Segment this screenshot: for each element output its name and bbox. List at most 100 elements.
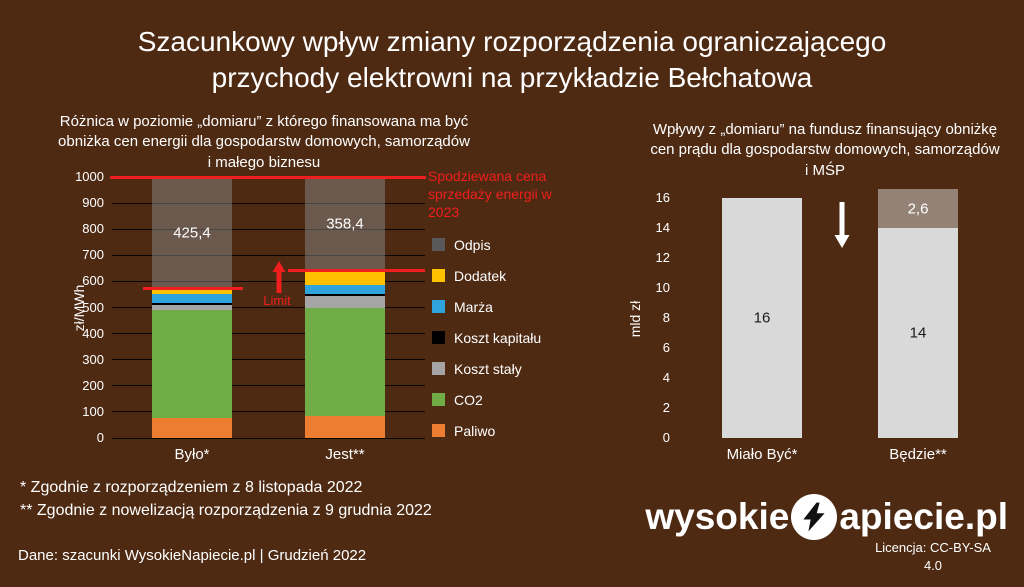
y-axis-tick-label: 16 bbox=[655, 190, 670, 205]
x-axis-category-label: Miało Być* bbox=[726, 446, 798, 463]
legend-swatch bbox=[432, 300, 445, 313]
bar-segment-segment-upper: 2,6 bbox=[878, 189, 958, 228]
y-axis-tick-label: 2 bbox=[662, 400, 670, 415]
bar-value-label: 2,6 bbox=[907, 200, 929, 217]
bar-segment-mar-a bbox=[305, 284, 385, 294]
bar-value-label: 358,4 bbox=[326, 215, 364, 233]
bar-segment-paliwo bbox=[305, 415, 385, 438]
left-chart-legend: Odpis Dodatek Marża Koszt kapitału Koszt sta… bbox=[432, 229, 541, 446]
logo-text-left: wysokie bbox=[645, 496, 790, 537]
legend-swatch bbox=[432, 331, 445, 344]
bar-segment-koszt-kapita-u bbox=[152, 302, 232, 305]
y-axis-tick-label: 900 bbox=[82, 195, 104, 211]
gridline bbox=[112, 202, 425, 204]
bar-segment-koszt-sta-y bbox=[152, 304, 232, 311]
legend-item-dodatek: Dodatek bbox=[432, 260, 541, 291]
bar-segment-odpis: 425,4 bbox=[152, 177, 232, 289]
legend-item-odpis: Odpis bbox=[432, 229, 541, 260]
bar-segment-paliwo bbox=[152, 418, 232, 438]
right-chart-title: Wpływy z „domiaru” na fundusz finansując… bbox=[650, 121, 1000, 179]
x-axis-category-label: Jest** bbox=[325, 446, 365, 463]
limit-line-bylo bbox=[143, 286, 243, 290]
y-axis-tick-label: 100 bbox=[82, 403, 104, 419]
y-axis-tick-label: 14 bbox=[655, 220, 670, 235]
legend-item-co2: CO2 bbox=[432, 384, 541, 415]
y-axis-tick-label: 600 bbox=[82, 273, 104, 289]
legend-label: Marża bbox=[454, 298, 493, 315]
y-axis-tick-label: 1000 bbox=[75, 169, 104, 184]
bar-segment-co2 bbox=[305, 307, 385, 416]
legend-label: Koszt kapitału bbox=[454, 329, 542, 346]
legend-item-koszt-kapita-u: Koszt kapitału bbox=[432, 322, 541, 353]
y-axis-tick-label: 0 bbox=[96, 430, 104, 445]
gridline bbox=[112, 437, 425, 439]
y-axis-tick-label: 0 bbox=[662, 430, 670, 445]
bar-segment-koszt-kapita-u bbox=[305, 293, 385, 296]
y-axis-tick-label: 300 bbox=[82, 351, 104, 367]
y-axis-tick-label: 10 bbox=[655, 280, 670, 295]
limit-up-arrow-icon bbox=[272, 261, 286, 293]
right-chart-plot: 0 2 4 6 8 10 12 14 16 16 Miało Być* 14 2,6 Będzie** bbox=[656, 189, 1008, 463]
bar-value-label: 14 bbox=[909, 324, 927, 342]
y-axis-tick-label: 800 bbox=[82, 221, 104, 237]
gridline bbox=[112, 385, 425, 387]
y-axis-tick-label: 400 bbox=[82, 325, 104, 341]
expected-price-line bbox=[110, 175, 426, 179]
legend-swatch bbox=[432, 393, 445, 406]
lightning-bolt-icon bbox=[791, 494, 838, 540]
limit-line-jest bbox=[288, 269, 425, 273]
lightning-bolt-glyph bbox=[803, 502, 825, 532]
y-axis-tick-label: 700 bbox=[82, 247, 104, 263]
expected-price-label: Spodziewana cena sprzedaży energii w 202… bbox=[428, 168, 552, 221]
license-note: Licencja: CC-BY-SA 4.0 bbox=[848, 539, 1018, 574]
legend-label: CO2 bbox=[454, 391, 483, 408]
legend-item-koszt-sta-y: Koszt stały bbox=[432, 353, 541, 384]
bar-segment-dodatek bbox=[305, 270, 385, 285]
legend-label: Dodatek bbox=[454, 267, 507, 284]
bar-value-label: 425,4 bbox=[173, 224, 211, 242]
license-line2: 4.0 bbox=[923, 557, 943, 573]
page-title: Szacunkowy wpływ zmiany rozporządzenia o… bbox=[137, 26, 887, 93]
bar-segment-koszt-sta-y bbox=[305, 295, 385, 308]
bar-value-label: 16 bbox=[753, 309, 771, 327]
bar-segment-segment-lower: 16 bbox=[722, 198, 802, 438]
gridline bbox=[112, 359, 425, 361]
bar-segment-mar-a bbox=[152, 294, 232, 303]
limit-label: Limit bbox=[263, 293, 291, 308]
legend-label: Paliwo bbox=[454, 422, 496, 439]
bar-segment-co2 bbox=[152, 310, 232, 419]
logo: wysokie apiecie.pl bbox=[645, 494, 1008, 540]
gridline bbox=[112, 254, 425, 256]
gridline bbox=[112, 333, 425, 335]
y-axis-tick-label: 200 bbox=[82, 377, 104, 393]
gridline bbox=[112, 280, 425, 282]
gridline bbox=[112, 307, 425, 308]
decrease-arrow-icon bbox=[834, 202, 850, 248]
y-axis-tick-label: 8 bbox=[662, 310, 670, 325]
gridline bbox=[112, 411, 425, 413]
legend-swatch bbox=[432, 424, 445, 437]
gridline bbox=[112, 228, 425, 230]
source-note: Dane: szacunki WysokieNapiecie.pl | Grud… bbox=[18, 547, 367, 564]
x-axis-category-label: Było* bbox=[174, 446, 210, 463]
legend-swatch bbox=[432, 362, 445, 375]
footnote-1: * Zgodnie z rozporządzeniem z 8 listopad… bbox=[20, 479, 363, 496]
legend-swatch bbox=[432, 269, 445, 282]
legend-swatch bbox=[432, 238, 445, 251]
x-axis-category-label: Będzie** bbox=[889, 446, 947, 463]
left-chart-plot: 0 100 200 300 400 500 600 700 800 900 1000 425,4 Był… bbox=[75, 169, 425, 463]
legend-label: Odpis bbox=[454, 236, 491, 253]
legend-label: Koszt stały bbox=[454, 360, 522, 377]
bar-segment-dodatek bbox=[152, 288, 232, 295]
bar-segment-segment-lower: 14 bbox=[878, 228, 958, 438]
logo-text-right: apiecie.pl bbox=[839, 496, 1008, 537]
left-chart-title: Różnica w poziomie „domiaru” z którego f… bbox=[58, 113, 470, 171]
legend-item-mar-a: Marża bbox=[432, 291, 541, 322]
y-axis-tick-label: 4 bbox=[662, 370, 670, 385]
license-line1: Licencja: CC-BY-SA bbox=[875, 540, 991, 555]
legend-item-paliwo: Paliwo bbox=[432, 415, 541, 446]
y-axis-tick-label: 6 bbox=[662, 340, 670, 355]
y-axis-tick-label: 12 bbox=[655, 250, 670, 265]
footnote-2: ** Zgodnie z nowelizacją rozporządzenia … bbox=[20, 502, 432, 519]
